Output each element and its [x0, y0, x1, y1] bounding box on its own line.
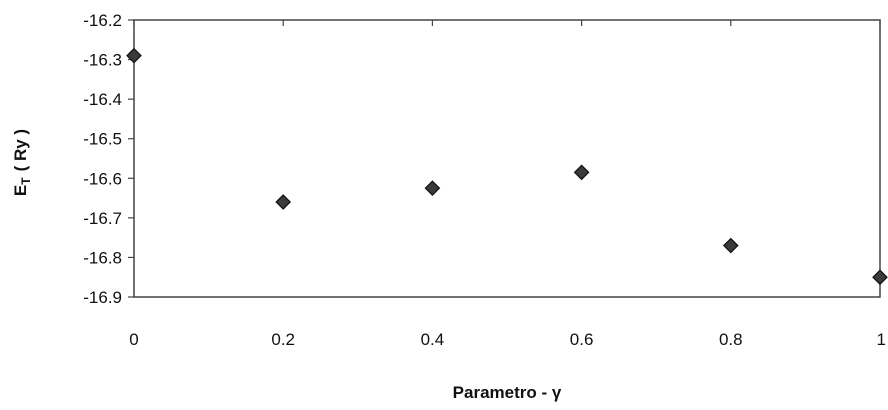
- x-axis-ticks: 0 0.2 0.4 0.6 0.8 1: [129, 20, 886, 349]
- x-tick-label: 0.6: [570, 330, 594, 349]
- y-tick-label: -16.2: [83, 11, 122, 30]
- data-point-diamond: [573, 164, 590, 181]
- data-point-diamond: [275, 194, 292, 210]
- x-tick-label: 0.2: [271, 330, 295, 349]
- y-tick-label: -16.8: [83, 248, 122, 267]
- data-point-diamond: [872, 269, 888, 286]
- y-tick-label: -16.7: [83, 209, 122, 228]
- data-point-diamond: [424, 180, 441, 197]
- x-tick-label: 0: [129, 330, 138, 349]
- y-tick-label: -16.4: [83, 90, 122, 109]
- x-tick-label: 0.4: [421, 330, 445, 349]
- y-axis-title-main: E: [11, 185, 30, 196]
- plot-area-frame: [133, 19, 881, 298]
- y-axis-ticks: -16.2 -16.3 -16.4 -16.5 -16.6 -16.7 -16.8 -16.9: [83, 11, 134, 307]
- y-axis-title-unit: ( Ry ): [11, 129, 30, 172]
- y-axis-title: ET ( Ry ): [11, 129, 33, 196]
- y-tick-label: -16.3: [83, 51, 122, 70]
- y-tick-label: -16.5: [83, 130, 122, 149]
- y-tick-label: -16.6: [83, 169, 122, 188]
- x-tick-label: 1: [877, 330, 886, 349]
- y-axis-title-subscript: T: [19, 177, 33, 185]
- y-tick-label: -16.9: [83, 288, 122, 307]
- x-tick-label: 0.8: [719, 330, 743, 349]
- data-point-diamond: [722, 237, 739, 254]
- x-axis-title: Parametro - γ: [453, 383, 562, 402]
- data-point-diamond: [126, 47, 142, 64]
- data-points: [126, 47, 888, 286]
- svg-text:ET( Ry ): ET ( Ry ): [11, 129, 33, 196]
